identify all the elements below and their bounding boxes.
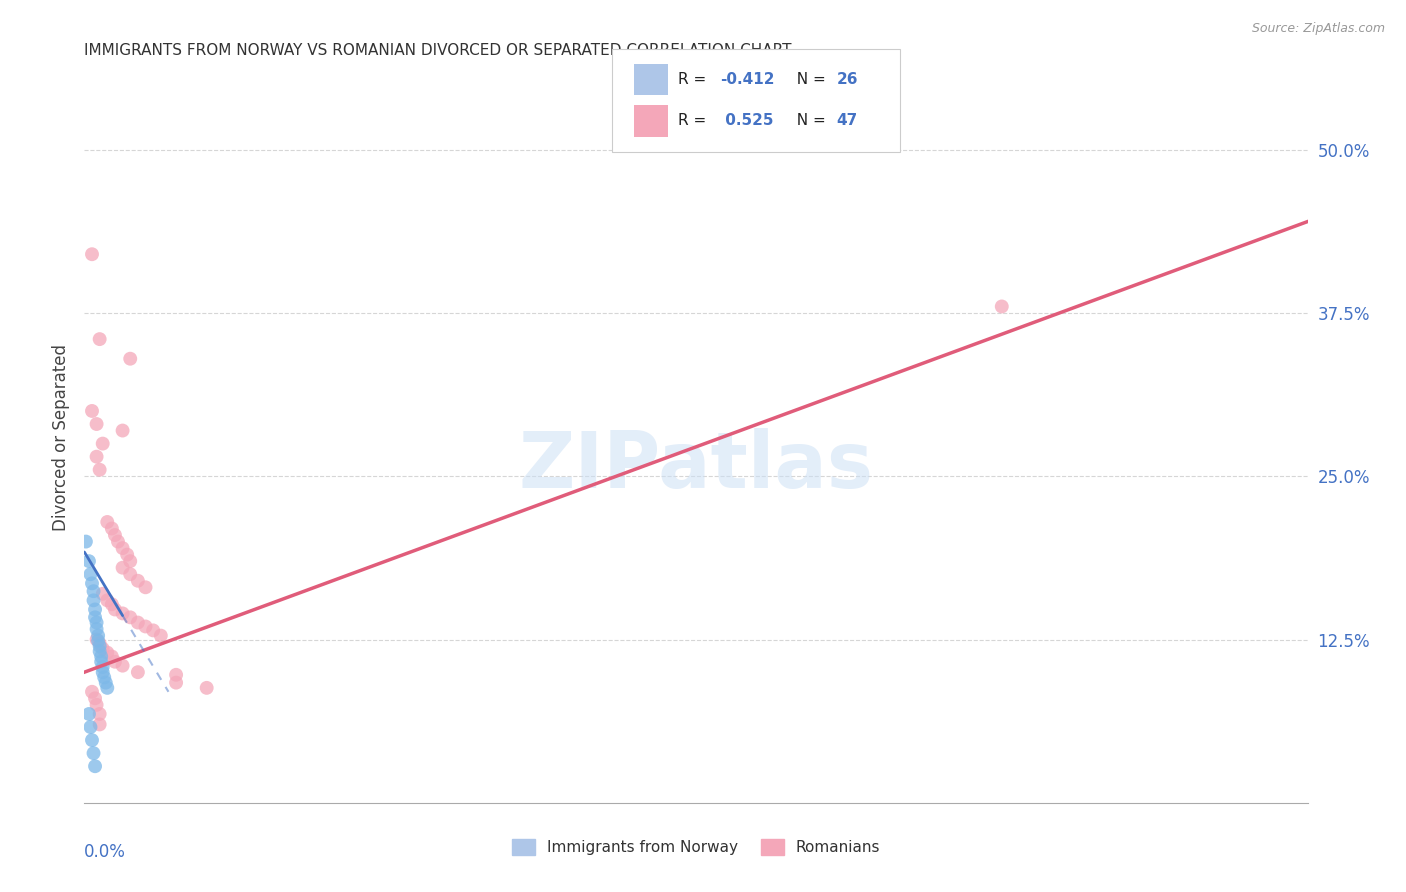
Point xyxy=(96,515,118,529)
Point xyxy=(127,615,149,630)
Point xyxy=(79,720,101,734)
Point xyxy=(91,665,114,680)
Point xyxy=(104,528,127,542)
Point xyxy=(104,655,127,669)
Point xyxy=(111,607,134,621)
Point xyxy=(80,247,103,261)
Point xyxy=(142,624,165,638)
Point xyxy=(77,554,100,568)
Point xyxy=(89,636,111,650)
Point xyxy=(111,424,134,438)
Point xyxy=(94,675,117,690)
Point xyxy=(89,639,111,653)
Point xyxy=(83,593,105,607)
Point xyxy=(111,658,134,673)
Point xyxy=(86,450,108,464)
Point xyxy=(104,602,127,616)
Point xyxy=(89,706,111,721)
Point xyxy=(84,610,107,624)
Point xyxy=(91,641,114,656)
Point xyxy=(89,332,111,346)
Point xyxy=(120,554,142,568)
Point xyxy=(91,436,114,450)
Point xyxy=(86,417,108,431)
Text: 0.0%: 0.0% xyxy=(84,843,127,861)
Point xyxy=(89,644,111,658)
Point xyxy=(89,717,111,731)
Point xyxy=(101,649,124,664)
Point xyxy=(84,602,107,616)
Point xyxy=(86,632,108,647)
Text: N =: N = xyxy=(787,72,831,87)
Point xyxy=(195,681,218,695)
Point xyxy=(127,574,149,588)
Point xyxy=(135,580,157,594)
Text: -0.412: -0.412 xyxy=(720,72,775,87)
Y-axis label: Divorced or Separated: Divorced or Separated xyxy=(52,343,70,531)
Text: ZIPatlas: ZIPatlas xyxy=(519,428,873,504)
Point xyxy=(111,560,134,574)
Point xyxy=(149,629,172,643)
Point xyxy=(96,646,118,660)
Point xyxy=(101,597,124,611)
Text: 0.525: 0.525 xyxy=(720,113,773,128)
Point xyxy=(86,615,108,630)
Point xyxy=(120,351,142,366)
Point xyxy=(87,629,110,643)
Point xyxy=(75,534,97,549)
Point xyxy=(165,675,187,690)
Point xyxy=(83,746,105,760)
Point xyxy=(86,622,108,636)
Text: R =: R = xyxy=(678,113,711,128)
Point xyxy=(93,670,115,684)
Point xyxy=(165,667,187,681)
Legend: Immigrants from Norway, Romanians: Immigrants from Norway, Romanians xyxy=(506,833,886,861)
Point xyxy=(111,541,134,555)
Point xyxy=(84,691,107,706)
Point xyxy=(96,681,118,695)
Point xyxy=(80,733,103,747)
Point xyxy=(80,685,103,699)
Point xyxy=(86,698,108,712)
Point xyxy=(87,633,110,648)
Point xyxy=(120,567,142,582)
Point xyxy=(89,463,111,477)
Point xyxy=(79,567,101,582)
Point xyxy=(115,548,138,562)
Text: IMMIGRANTS FROM NORWAY VS ROMANIAN DIVORCED OR SEPARATED CORRELATION CHART: IMMIGRANTS FROM NORWAY VS ROMANIAN DIVOR… xyxy=(84,43,792,58)
Text: 47: 47 xyxy=(837,113,858,128)
Point xyxy=(96,593,118,607)
Point xyxy=(91,587,114,601)
Point xyxy=(77,706,100,721)
Point xyxy=(91,660,114,674)
Point xyxy=(127,665,149,680)
Point xyxy=(90,649,112,664)
Text: 26: 26 xyxy=(837,72,858,87)
Point xyxy=(991,300,1014,314)
Point xyxy=(80,404,103,418)
Point xyxy=(80,576,103,591)
Point xyxy=(120,610,142,624)
Point xyxy=(83,584,105,599)
Point xyxy=(84,759,107,773)
Text: R =: R = xyxy=(678,72,711,87)
Point xyxy=(107,534,129,549)
Point xyxy=(101,521,124,535)
Point xyxy=(135,619,157,633)
Text: N =: N = xyxy=(787,113,831,128)
Point xyxy=(90,655,112,669)
Text: Source: ZipAtlas.com: Source: ZipAtlas.com xyxy=(1251,22,1385,36)
